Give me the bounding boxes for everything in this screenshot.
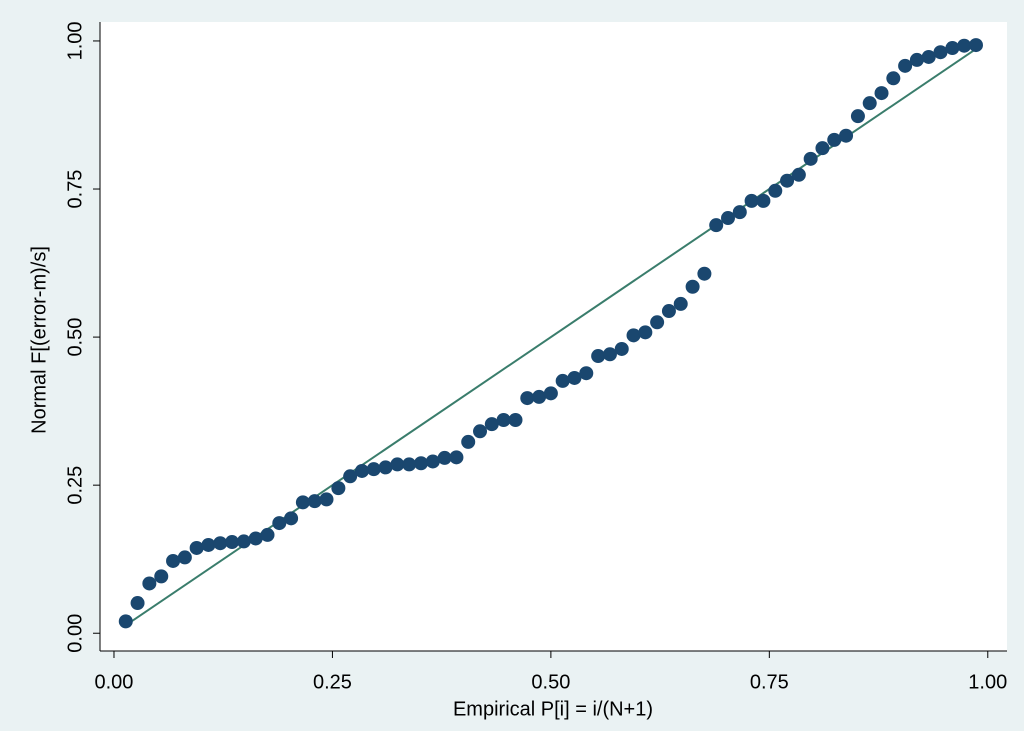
- point: [319, 492, 334, 507]
- x-tick-label: 0.25: [313, 671, 352, 693]
- point: [378, 460, 393, 475]
- point: [189, 540, 204, 555]
- point: [685, 279, 700, 294]
- y-tick-label: 0.00: [64, 614, 86, 653]
- y-tick-label: 0.25: [64, 466, 86, 505]
- point: [402, 457, 417, 472]
- point: [768, 183, 783, 198]
- point: [886, 71, 901, 86]
- point: [307, 494, 322, 509]
- point: [520, 391, 535, 406]
- y-axis-title: Normal F[(error-m)/s]: [28, 246, 50, 434]
- point: [414, 456, 429, 471]
- point: [850, 109, 865, 124]
- point: [343, 469, 358, 484]
- point: [827, 132, 842, 147]
- point: [461, 434, 476, 449]
- point: [425, 454, 440, 469]
- point: [366, 462, 381, 477]
- point: [437, 450, 452, 465]
- point: [815, 141, 830, 156]
- point: [862, 96, 877, 111]
- point: [473, 424, 488, 439]
- y-tick-label: 1.00: [64, 21, 86, 60]
- point: [225, 535, 240, 550]
- point: [331, 481, 346, 496]
- point: [626, 328, 641, 343]
- point: [602, 347, 617, 362]
- point: [957, 38, 972, 53]
- point: [390, 457, 405, 472]
- point: [154, 569, 169, 584]
- point: [945, 41, 960, 56]
- x-axis-title: Empirical P[i] = i/(N+1): [453, 698, 653, 720]
- point: [614, 341, 629, 356]
- point: [933, 45, 948, 60]
- point: [780, 173, 795, 188]
- point: [354, 463, 369, 478]
- point: [673, 296, 688, 311]
- x-tick-label: 1.00: [968, 671, 1007, 693]
- x-tick-label: 0.00: [95, 671, 134, 693]
- point: [272, 516, 287, 531]
- point: [744, 193, 759, 208]
- point: [508, 413, 523, 428]
- point: [236, 534, 251, 549]
- point: [142, 576, 157, 591]
- point: [732, 205, 747, 220]
- point: [791, 167, 806, 182]
- point: [661, 304, 676, 319]
- point: [874, 86, 889, 101]
- point: [213, 536, 228, 551]
- point: [496, 413, 511, 428]
- point: [650, 315, 665, 330]
- point: [484, 417, 499, 432]
- point: [591, 349, 606, 364]
- point: [130, 596, 145, 611]
- point: [709, 218, 724, 233]
- point: [449, 450, 464, 465]
- x-tick-label: 0.50: [531, 671, 570, 693]
- point: [532, 389, 547, 404]
- point: [909, 52, 924, 67]
- point: [756, 193, 771, 208]
- point: [118, 614, 133, 629]
- point: [839, 128, 854, 143]
- point: [898, 58, 913, 73]
- point: [201, 537, 216, 552]
- point: [921, 49, 936, 64]
- point: [248, 531, 263, 546]
- x-tick-label: 0.75: [750, 671, 789, 693]
- point: [567, 370, 582, 385]
- point: [720, 211, 735, 226]
- point: [638, 325, 653, 340]
- point: [579, 366, 594, 381]
- point: [968, 38, 983, 53]
- y-tick-label: 0.75: [64, 170, 86, 209]
- point: [697, 266, 712, 281]
- point: [295, 495, 310, 510]
- point: [284, 511, 299, 526]
- point: [166, 553, 181, 568]
- point: [803, 151, 818, 166]
- point: [177, 550, 192, 565]
- point: [260, 527, 275, 542]
- point: [555, 373, 570, 388]
- point: [543, 386, 558, 401]
- y-tick-label: 0.50: [64, 318, 86, 357]
